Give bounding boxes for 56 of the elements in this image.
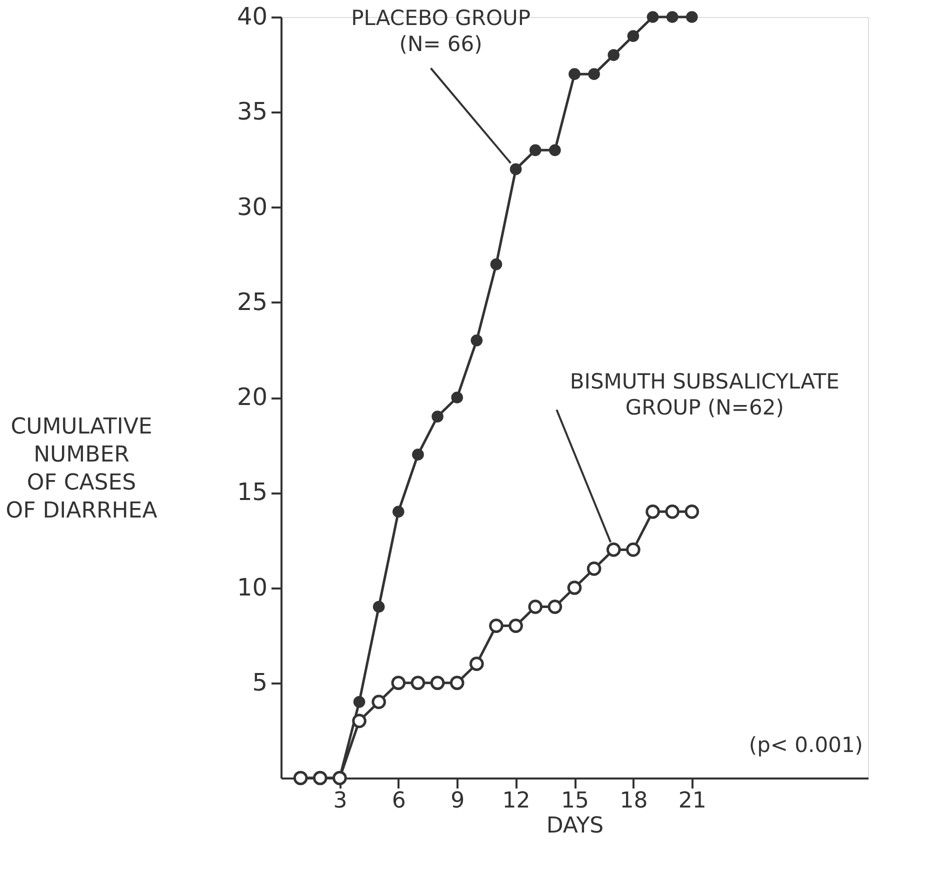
point [588, 68, 600, 80]
point [686, 11, 698, 23]
point [451, 392, 464, 404]
point [646, 504, 660, 519]
point [567, 580, 582, 595]
point [410, 676, 426, 690]
point [489, 618, 504, 633]
y-tick-label: 20 [236, 383, 268, 411]
point [392, 506, 404, 518]
point [684, 504, 700, 519]
x-axis-title: DAYS [546, 814, 604, 838]
point [606, 542, 621, 557]
y-tick-label: 10 [236, 573, 268, 602]
point [432, 410, 444, 422]
point [529, 144, 542, 156]
point [391, 676, 406, 690]
x-tick-label: 9 [450, 788, 465, 814]
point [568, 68, 580, 80]
point [528, 600, 543, 614]
y-tick-label: 40 [236, 2, 268, 30]
annotation: BISMUTH SUBSALICYLATE GROUP (N=62) [570, 370, 840, 420]
y-tick-label: 15 [236, 478, 268, 506]
point [508, 618, 523, 633]
x-tick-label: 12 [502, 788, 530, 814]
x-tick-label: 21 [678, 788, 706, 814]
point [450, 676, 464, 690]
point [470, 656, 484, 672]
point [548, 600, 562, 614]
point [608, 49, 620, 61]
point [412, 448, 424, 460]
annotation: PLACEBO GROUP (N= 66) [351, 6, 531, 56]
point [353, 696, 366, 708]
y-tick-label: 25 [236, 288, 268, 316]
y-tick-label: 30 [236, 192, 268, 221]
point [586, 562, 602, 576]
point [352, 714, 366, 728]
point [372, 694, 386, 710]
point [627, 30, 640, 42]
x-tick-label: 6 [392, 788, 406, 814]
annotation: (p< 0.001) [748, 733, 863, 757]
x-tick-label: 15 [561, 788, 589, 814]
point [490, 258, 502, 270]
x-tick-label: 3 [333, 788, 348, 814]
y-tick-label: 35 [236, 98, 268, 126]
y-axis-title: CUMULATIVE NUMBER OF CASES OF DIARRHEA [6, 414, 158, 524]
point [549, 144, 561, 156]
x-tick-label: 18 [620, 788, 648, 814]
point [626, 542, 640, 557]
point [372, 600, 385, 613]
point [665, 504, 680, 519]
y-tick-label: 5 [252, 668, 268, 696]
point [470, 334, 483, 346]
point [666, 11, 678, 23]
point [646, 11, 659, 23]
point [430, 676, 445, 690]
point [510, 163, 522, 176]
